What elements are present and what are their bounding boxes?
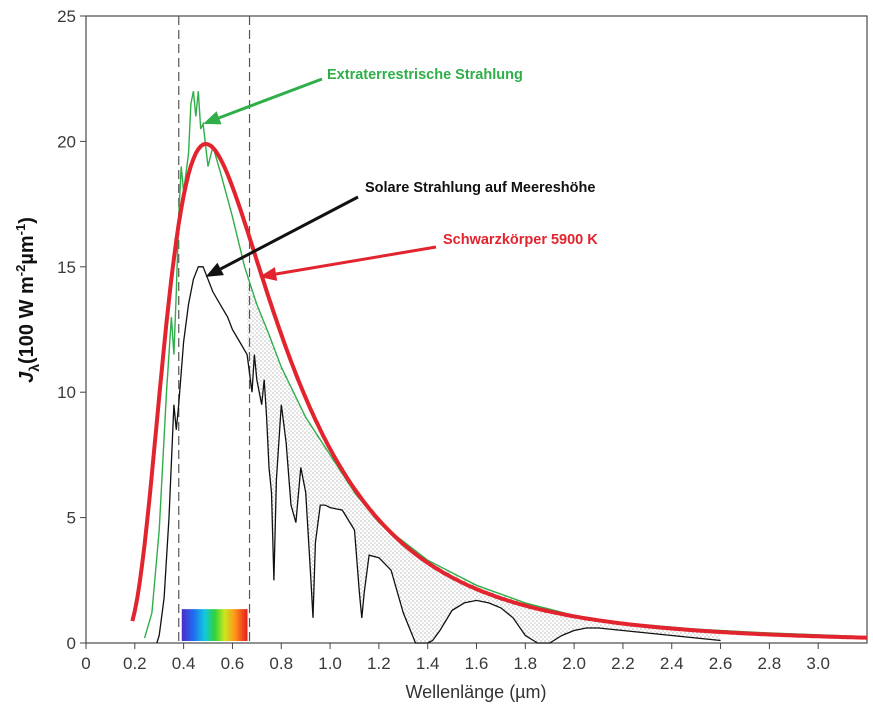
x-tick-label: 2.0 bbox=[562, 654, 586, 673]
y-label-close: ) bbox=[16, 217, 38, 224]
x-tick-label: 1.0 bbox=[318, 654, 342, 673]
annotation-blackbody-arrow-head bbox=[259, 267, 278, 281]
x-tick-label: 1.8 bbox=[513, 654, 537, 673]
y-tick-label: 5 bbox=[67, 509, 76, 528]
x-tick-label: 0.4 bbox=[172, 654, 196, 673]
y-tick-label: 15 bbox=[57, 258, 76, 277]
y-axis-ticks: 0 5 10 15 20 25 bbox=[57, 7, 86, 653]
y-tick-label: 20 bbox=[57, 132, 76, 151]
y-tick-label: 10 bbox=[57, 383, 76, 402]
y-tick-label: 25 bbox=[57, 7, 76, 26]
visible-band bbox=[178, 16, 251, 643]
x-tick-label: 1.4 bbox=[416, 654, 440, 673]
y-axis-label: Jλ(100 W m-2µm-1) bbox=[13, 217, 42, 383]
x-tick-label: 2.8 bbox=[758, 654, 782, 673]
plot-frame bbox=[85, 15, 868, 644]
x-tick-label: 1.2 bbox=[367, 654, 391, 673]
x-tick-label: 0.8 bbox=[269, 654, 293, 673]
annotation-sea-level-label: Solare Strahlung auf Meereshöhe bbox=[365, 180, 595, 196]
annotation-sea-level-arrow-head bbox=[205, 262, 224, 277]
x-tick-label: 2.4 bbox=[660, 654, 684, 673]
annotation-sea-level-arrow-shaft bbox=[219, 195, 359, 271]
x-tick-label: 3.0 bbox=[806, 654, 830, 673]
y-label-exp1: -2 bbox=[13, 265, 28, 277]
x-tick-label: 0 bbox=[81, 654, 90, 673]
x-tick-label: 2.6 bbox=[709, 654, 733, 673]
y-tick-label: 0 bbox=[67, 634, 76, 653]
y-label-symbol: J bbox=[16, 371, 38, 383]
x-tick-label: 0.6 bbox=[221, 654, 245, 673]
x-axis-ticks: 0 0.2 0.4 0.6 0.8 1.0 1.2 1.4 1.6 1.8 2.0 2.2 2.4 2.6… bbox=[81, 643, 830, 673]
x-tick-label: 1.6 bbox=[465, 654, 489, 673]
absorption-area bbox=[247, 274, 721, 643]
series-blackbody-line bbox=[130, 141, 868, 640]
y-label-unit: (100 W m bbox=[16, 276, 38, 364]
x-tick-label: 0.2 bbox=[123, 654, 147, 673]
y-label-unit2: µm bbox=[16, 235, 38, 264]
series-lines bbox=[130, 91, 868, 644]
y-label-exp2: -1 bbox=[13, 224, 28, 236]
series-sea-level-line bbox=[156, 266, 721, 644]
x-axis-label: Wellenlänge (µm) bbox=[405, 682, 546, 702]
annotation-extraterrestrial-arrow-head bbox=[203, 111, 222, 125]
annotation-blackbody-label: Schwarzkörper 5900 K bbox=[443, 232, 598, 248]
annotation-extraterrestrial-label: Extraterrestrische Strahlung bbox=[327, 67, 523, 83]
visible-spectrum-bar bbox=[181, 609, 248, 641]
annotations: Extraterrestrische Strahlung Solare Strah… bbox=[203, 67, 598, 281]
y-label-subscript: λ bbox=[26, 364, 42, 372]
annotation-blackbody-arrow-shaft bbox=[275, 245, 437, 276]
absorption-shading bbox=[247, 274, 721, 643]
annotation-extraterrestrial-arrow-shaft bbox=[218, 77, 323, 120]
x-tick-label: 2.2 bbox=[611, 654, 635, 673]
